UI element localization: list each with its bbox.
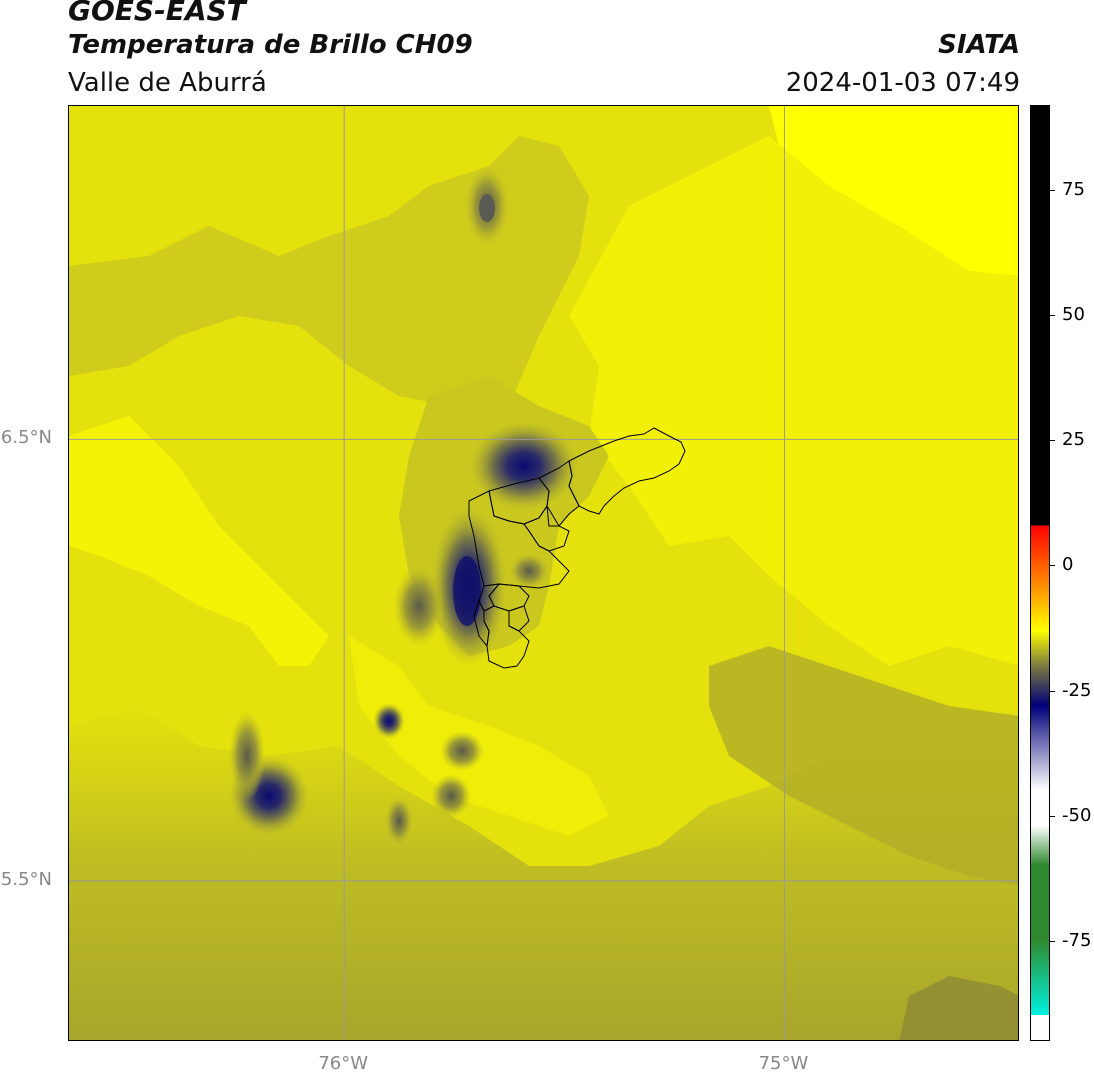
colorbar-tick-label: 25: [1062, 429, 1085, 451]
satellite-title: GOES-EAST: [68, 0, 246, 27]
colorbar-tick-mark: [1050, 940, 1055, 942]
aburra-valley-municipal-boundaries: [468, 427, 686, 669]
colorbar-tick-mark: [1050, 690, 1055, 692]
colorbar-tick-label: -25: [1062, 679, 1092, 701]
colorbar-tick-label: 75: [1062, 179, 1085, 201]
municipality-boundary-laestrella: [473, 599, 490, 648]
olive-region-north: [69, 136, 589, 406]
cloud-cell-southwest-tail: [229, 711, 265, 801]
yellow-band-east: [569, 136, 1018, 666]
yellow-band-west: [69, 416, 329, 666]
colorbar-tick-label: 50: [1062, 304, 1085, 326]
product-title: Temperatura de Brillo CH09: [68, 30, 473, 60]
colorbar-tick-mark: [1050, 190, 1055, 192]
cloud-cell-east-small: [509, 553, 549, 589]
cloud-cell-south: [431, 774, 471, 818]
colorbar-tick-label: 0: [1062, 554, 1074, 576]
lon-label-75w: 75°W: [758, 1053, 809, 1074]
municipality-boundary-medellin: [468, 490, 570, 589]
cloud-cell-west: [394, 566, 444, 646]
olive-region-se: [709, 646, 1018, 886]
lat-label-5-5n: 5.5°N: [0, 868, 52, 890]
gridlines: [69, 106, 1018, 1040]
colorbar-tick-mark: [1050, 565, 1055, 567]
timestamp-label: 2024-01-03 07:49: [785, 68, 1020, 98]
organization-label: SIATA: [938, 30, 1020, 60]
colorbar-tick-label: -75: [1062, 929, 1092, 951]
colorbar-tick-mark: [1050, 315, 1055, 317]
colorbar-tick-label: -50: [1062, 804, 1092, 826]
map-panel: [68, 105, 1019, 1041]
lat-label-6-5n: 6.5°N: [0, 427, 52, 449]
cloud-cell-mid-east: [440, 731, 484, 771]
dark-olive-region-se: [899, 976, 1018, 1040]
bright-yellow-region-ne: [769, 106, 1018, 276]
colorbar-tick-mark: [1050, 440, 1055, 442]
cloud-cell-aburra-core: [453, 556, 481, 626]
brightness-temperature-map: [69, 106, 1018, 1040]
cloud-cell-mid-south: [373, 703, 405, 739]
lon-label-76w: 76°W: [318, 1053, 369, 1074]
cloud-cell-south-small: [385, 796, 413, 846]
region-label: Valle de Aburrá: [68, 68, 267, 98]
cloud-cell-north-core: [479, 194, 495, 222]
colorbar-tick-mark: [1050, 815, 1055, 817]
yellow-band-center: [349, 636, 609, 836]
colorbar: [1030, 105, 1050, 1041]
